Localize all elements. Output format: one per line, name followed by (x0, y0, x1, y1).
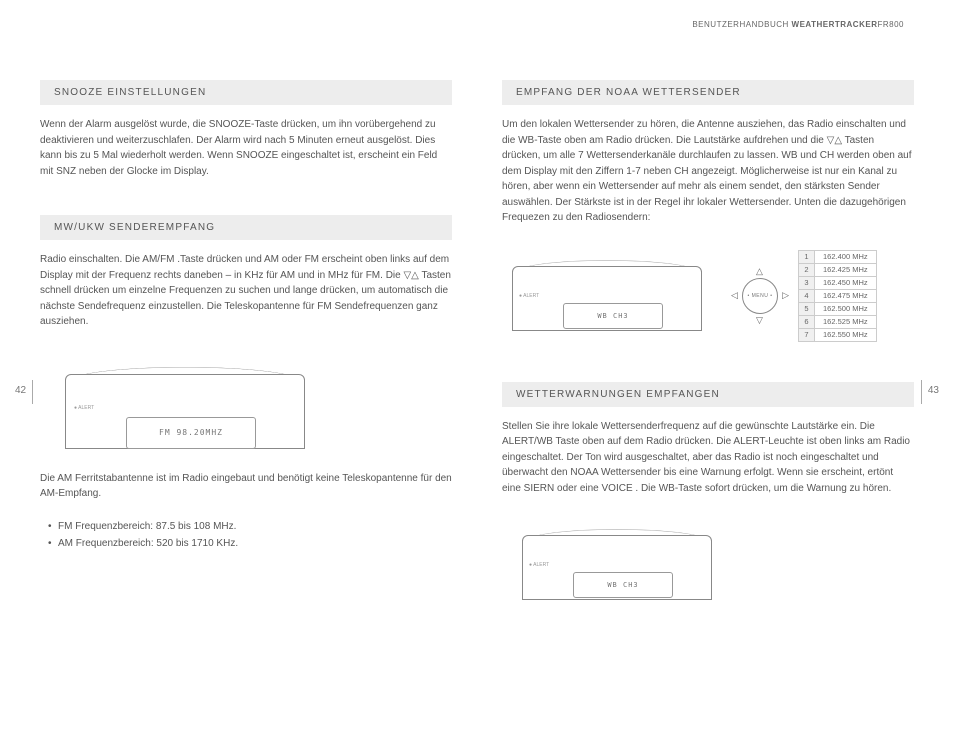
noaa-body: Um den lokalen Wettersender zu hören, di… (502, 117, 914, 226)
freq-channel: 3 (799, 276, 815, 289)
alert-body: Stellen Sie ihre lokale Wettersenderfreq… (502, 419, 914, 497)
freq-value: 162.525 MHz (815, 315, 877, 328)
radio-wb-illustration: ● ALERT WB CH3 (502, 251, 722, 341)
freq-value: 162.550 MHz (815, 328, 877, 341)
menu-dial-icon: • MENU • △ ▽ ◁ ▷ (734, 270, 786, 322)
snooze-heading: SNOOZE EINSTELLUNGEN (40, 80, 452, 105)
freq-channel: 1 (799, 250, 815, 263)
freq-value: 162.475 MHz (815, 289, 877, 302)
fm-range: FM Frequenzbereich: 87.5 bis 108 MHz. (48, 518, 452, 535)
snooze-body: Wenn der Alarm ausgelöst wurde, die SNOO… (40, 117, 452, 179)
table-row: 1162.400 MHz (799, 250, 877, 263)
arrow-left-icon: ◁ (731, 290, 738, 301)
freq-range-list: FM Frequenzbereich: 87.5 bis 108 MHz. AM… (40, 518, 452, 552)
freq-value: 162.450 MHz (815, 276, 877, 289)
arrow-right-icon: ▷ (782, 290, 789, 301)
radio-alert-display: WB CH3 (573, 572, 673, 598)
freq-channel: 2 (799, 263, 815, 276)
freq-channel: 4 (799, 289, 815, 302)
page-spread: SNOOZE EINSTELLUNGEN Wenn der Alarm ausg… (0, 0, 954, 738)
freq-channel: 6 (799, 315, 815, 328)
amfm-note: Die AM Ferritstabantenne ist im Radio ei… (40, 471, 452, 502)
right-column: EMPFANG DER NOAA WETTERSENDER Um den lok… (502, 20, 914, 718)
arrow-up-icon: △ (756, 266, 763, 277)
amfm-heading: MW/UKW SENDEREMPFANG (40, 215, 452, 240)
alert-heading: WETTERWARNUNGEN EMPFANGEN (502, 382, 914, 407)
table-row: 4162.475 MHz (799, 289, 877, 302)
freq-channel: 7 (799, 328, 815, 341)
arrow-down-icon: ▽ (756, 315, 763, 326)
table-row: 6162.525 MHz (799, 315, 877, 328)
amfm-body: Radio einschalten. Die AM/FM .Taste drüc… (40, 252, 452, 330)
freq-value: 162.425 MHz (815, 263, 877, 276)
radio-fm-illustration: ● ALERT FM 98.20MHZ (50, 356, 330, 456)
frequency-table: 1162.400 MHz2162.425 MHz3162.450 MHz4162… (798, 250, 877, 342)
freq-channel: 5 (799, 302, 815, 315)
radio-fm-display: FM 98.20MHZ (126, 417, 256, 449)
freq-value: 162.400 MHz (815, 250, 877, 263)
table-row: 5162.500 MHz (799, 302, 877, 315)
freq-value: 162.500 MHz (815, 302, 877, 315)
table-row: 3162.450 MHz (799, 276, 877, 289)
left-column: SNOOZE EINSTELLUNGEN Wenn der Alarm ausg… (40, 20, 452, 718)
noaa-heading: EMPFANG DER NOAA WETTERSENDER (502, 80, 914, 105)
am-range: AM Frequenzbereich: 520 bis 1710 KHz. (48, 535, 452, 552)
noaa-diagram-row: ● ALERT WB CH3 • MENU • △ ▽ ◁ ▷ 1162.400… (502, 250, 914, 342)
radio-wb-display: WB CH3 (563, 303, 663, 329)
table-row: 7162.550 MHz (799, 328, 877, 341)
table-row: 2162.425 MHz (799, 263, 877, 276)
menu-dial-label: • MENU • (742, 278, 778, 314)
radio-alert-illustration: ● ALERT WB CH3 (512, 520, 732, 610)
